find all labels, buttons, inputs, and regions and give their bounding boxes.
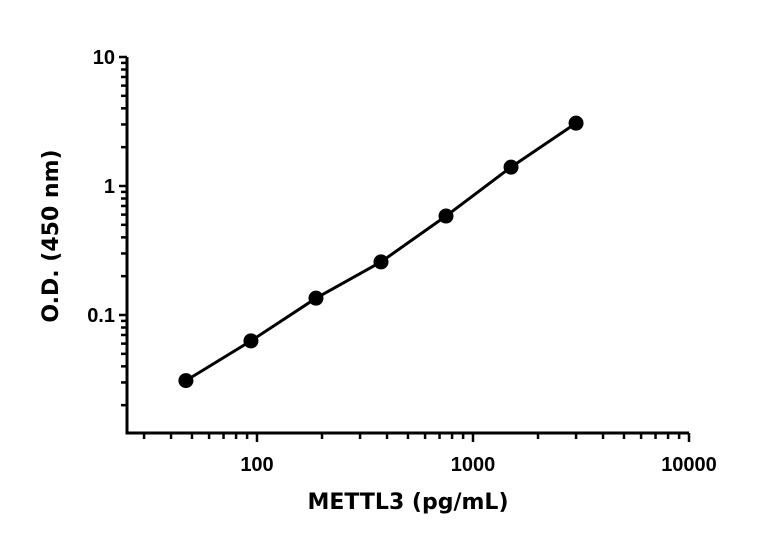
data-point	[568, 115, 584, 131]
data-points	[178, 115, 584, 389]
data-point	[373, 254, 389, 270]
x-axis-title: METTL3 (pg/mL)	[307, 490, 508, 515]
y-axis: 0.1 1 10	[87, 47, 129, 435]
x-tick-label: 100	[240, 454, 273, 476]
y-axis-title: O.D. (450 nm)	[39, 149, 64, 322]
x-tick-label: 1000	[451, 454, 496, 476]
data-point	[308, 290, 324, 306]
y-tick-label: 10	[93, 47, 115, 69]
y-tick-label: 0.1	[87, 305, 115, 327]
data-point	[178, 373, 194, 389]
y-tick-label: 1	[104, 176, 115, 198]
data-point	[438, 208, 454, 224]
data-point	[503, 159, 519, 175]
x-axis: 100 1000 10000	[125, 431, 717, 476]
data-point	[243, 333, 259, 349]
x-tick-label: 10000	[661, 454, 717, 476]
